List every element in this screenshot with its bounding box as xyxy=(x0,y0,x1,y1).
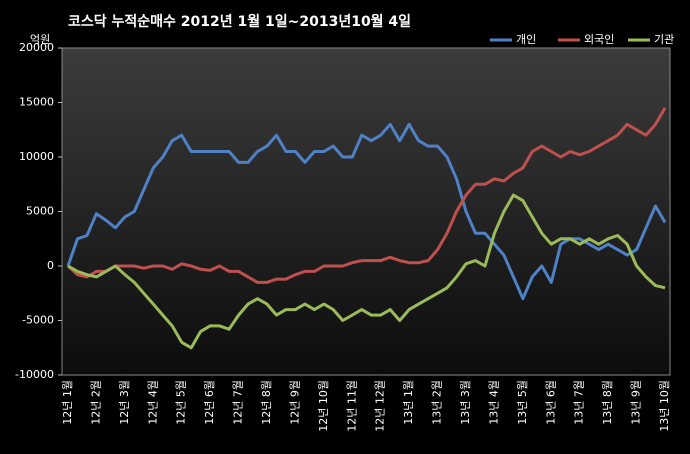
x-tick-label: 12년 7월 xyxy=(232,380,245,425)
y-tick-label: 5000 xyxy=(26,205,54,218)
legend-label: 외국인 xyxy=(584,33,614,46)
y-tick-label: 10000 xyxy=(19,150,54,163)
x-tick-label: 12년 10월 xyxy=(317,380,330,432)
y-tick-label: 0 xyxy=(47,259,54,272)
x-tick-label: 13년 5월 xyxy=(516,380,529,425)
x-tick-label: 12년 12월 xyxy=(374,380,387,432)
y-tick-label: 20000 xyxy=(19,41,54,54)
line-series xyxy=(66,122,667,301)
x-tick-label: 13년 1월 xyxy=(402,380,415,425)
x-tick-label: 13년 10월 xyxy=(658,380,671,432)
x-tick-label: 13년 7월 xyxy=(573,380,586,425)
plot-area xyxy=(61,47,671,376)
x-tick-label: 12년 9월 xyxy=(288,380,301,425)
y-tick-label: -10000 xyxy=(15,368,54,381)
x-tick-label: 12년 8월 xyxy=(260,380,273,425)
x-tick-label: 13년 8월 xyxy=(601,380,614,425)
x-tick-label: 12년 11월 xyxy=(345,380,358,432)
y-tick-label: -5000 xyxy=(22,314,54,327)
y-axis-label: 억원 xyxy=(30,33,50,46)
x-tick-label: 12년 2월 xyxy=(89,380,102,425)
x-tick-label: 12년 3월 xyxy=(118,380,131,425)
x-tick-label: 12년 1월 xyxy=(61,380,74,425)
line-series xyxy=(66,107,667,284)
line-series xyxy=(67,193,666,350)
x-tick-label: 13년 3월 xyxy=(459,380,472,425)
x-tick-label: 13년 4월 xyxy=(487,380,500,425)
x-tick-label: 13년 6월 xyxy=(544,380,557,425)
legend-label: 기관 xyxy=(654,33,674,46)
legend-label: 개인 xyxy=(516,33,536,46)
x-tick-label: 12년 6월 xyxy=(203,380,216,425)
y-tick-label: 15000 xyxy=(19,96,54,109)
x-tick-label: 13년 9월 xyxy=(630,380,643,425)
chart-title: 코스닥 누적순매수 2012년 1월 1일~2013년10월 4일 xyxy=(68,13,411,30)
x-tick-label: 12년 5월 xyxy=(175,380,188,425)
x-tick-label: 13년 2월 xyxy=(431,380,444,425)
x-tick-label: 12년 4월 xyxy=(146,380,159,425)
